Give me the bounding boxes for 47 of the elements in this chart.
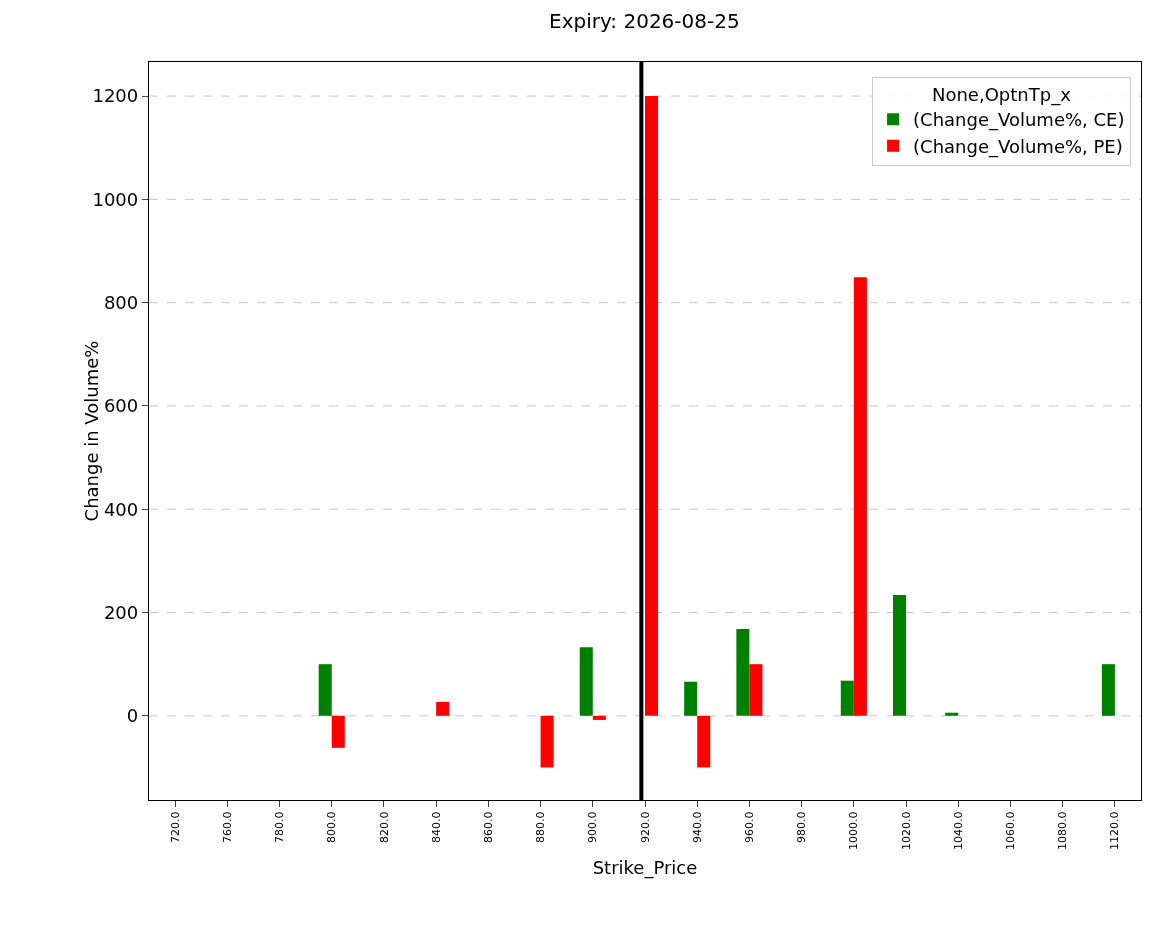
x-tick-label: 1060.0 [1004,811,1018,851]
y-tick-label: 200 [103,601,139,623]
bar [318,664,332,716]
legend-label: (Change_Volume%, CE) [913,109,1125,132]
y-tick-label: 0 [126,705,139,727]
x-tick-label: 1080.0 [1056,811,1070,851]
legend-label: (Change_Volume%, PE) [913,135,1123,158]
y-tick-label: 600 [103,395,139,417]
y-tick-label: 800 [103,291,139,313]
x-tick-label: 960.0 [742,811,756,844]
x-tick-label: 840.0 [429,811,443,844]
bar [945,712,959,716]
bar [684,681,698,716]
x-tick-label: 800.0 [325,811,339,844]
x-tick-label: 1000.0 [847,811,861,851]
x-tick-label: 900.0 [586,811,600,844]
bar [840,680,854,716]
bar [749,664,763,716]
x-tick-label: 820.0 [377,811,391,844]
x-tick-label: 1120.0 [1108,811,1122,851]
y-tick-label: 1200 [92,85,139,107]
y-tick-label: 400 [103,498,139,520]
x-tick-label: 880.0 [534,811,548,844]
bar [579,647,593,716]
x-tick-label: 860.0 [481,811,495,844]
legend-title: None,OptnTp_x [932,84,1072,107]
x-tick-label: 1040.0 [951,811,965,851]
x-tick-label: 940.0 [690,811,704,844]
x-tick-label: 760.0 [220,811,234,844]
x-tick-label: 720.0 [168,811,182,844]
y-axis-title: Change in Volume% [80,340,102,522]
x-tick-label: 780.0 [273,811,287,844]
bar [540,715,554,768]
x-tick-label: 920.0 [638,811,652,844]
bar [436,701,450,716]
bar [1101,664,1115,716]
bar [645,96,659,716]
bar [893,594,907,716]
x-tick-label: 980.0 [795,811,809,844]
bar [736,629,750,716]
bar [331,715,345,748]
bar [853,277,867,716]
chart-title: Expiry: 2026-08-25 [549,9,740,34]
x-axis-title: Strike_Price [592,857,698,880]
y-tick-label: 1000 [92,188,139,210]
bar [697,715,711,768]
x-tick-label: 1020.0 [899,811,913,851]
